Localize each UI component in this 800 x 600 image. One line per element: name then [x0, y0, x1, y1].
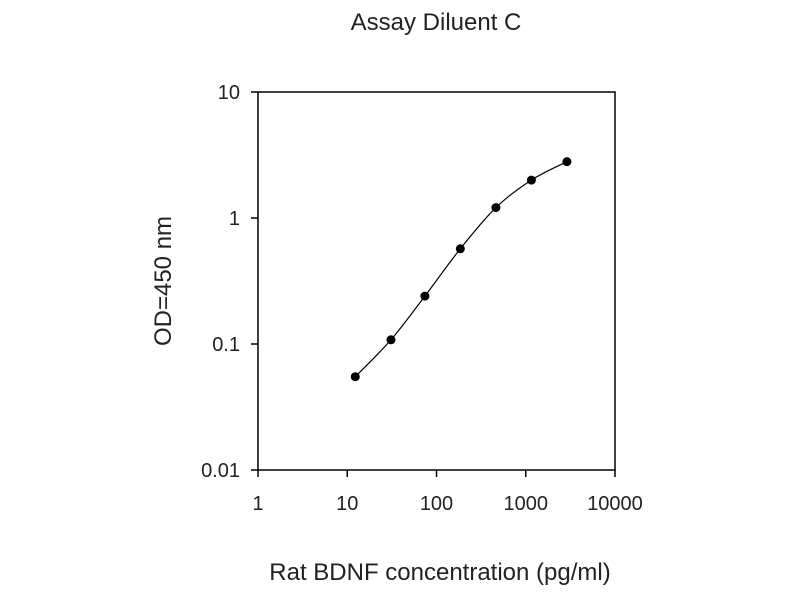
x-axis: 1 10 100 1000 10000: [252, 470, 643, 515]
data-point: [562, 157, 572, 167]
data-point: [526, 175, 536, 185]
y-axis-label: OD=450 nm: [150, 216, 177, 346]
y-axis: 10 1 0.1 0.01: [201, 82, 258, 482]
y-tick-label: 0.1: [212, 334, 240, 356]
data-point: [420, 291, 430, 301]
data-point: [386, 335, 396, 345]
x-tick-label: 1000: [504, 493, 549, 515]
data-point: [455, 244, 465, 254]
y-tick-label: 1: [229, 208, 240, 230]
chart-title: Assay Diluent C: [351, 9, 522, 36]
data-point: [350, 372, 360, 382]
x-tick-label: 1: [252, 493, 263, 515]
x-axis-label: Rat BDNF concentration (pg/ml): [269, 559, 610, 586]
x-tick-label: 100: [420, 493, 453, 515]
series-0: [350, 157, 572, 382]
x-tick-label: 10000: [587, 493, 643, 515]
y-tick-label: 10: [218, 82, 240, 104]
data-point: [491, 203, 501, 213]
y-tick-label: 0.01: [201, 460, 240, 482]
x-tick-label: 10: [336, 493, 358, 515]
series-line: [354, 161, 568, 378]
